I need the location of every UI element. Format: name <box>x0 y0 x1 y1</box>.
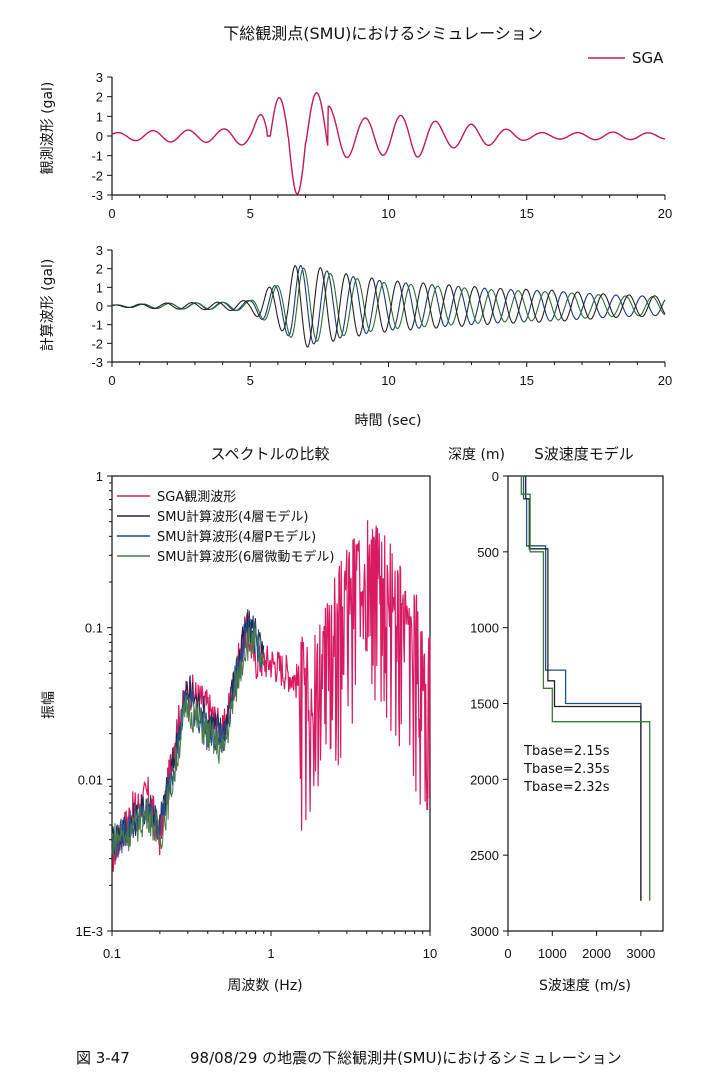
x-axis-label: 時間 (sec) <box>355 413 422 429</box>
y-tick-label: 2 <box>96 90 103 105</box>
y-tick-label: -3 <box>91 355 103 370</box>
y-tick-label: -1 <box>91 318 103 333</box>
velocity-profile-1 <box>522 476 642 901</box>
y-axis-label: 計算波形 (gal) <box>40 259 56 352</box>
y-tick-label: 2000 <box>470 772 499 787</box>
series-line-sga <box>111 91 666 195</box>
legend-label: SMU計算波形(4層モデル) <box>157 509 308 525</box>
chart-title: S波速度モデル <box>534 445 634 463</box>
chart-title: スペクトルの比較 <box>211 445 330 463</box>
x-tick-label: 15 <box>520 206 534 221</box>
y-tick-label: 1 <box>96 109 103 124</box>
x-tick-label: 2000 <box>582 946 611 961</box>
figure-number: 図 3-47 <box>76 1049 130 1067</box>
spectrum-series-4 <box>111 624 265 857</box>
y-tick-label: -2 <box>91 336 103 351</box>
x-tick-label: 0 <box>108 373 115 388</box>
x-tick-label: 0.1 <box>103 946 121 961</box>
y-tick-label: -1 <box>91 149 103 164</box>
y-tick-label: 1500 <box>470 697 499 712</box>
tbase-annotation: Tbase=2.32s <box>523 780 610 795</box>
x-tick-label: 5 <box>247 373 254 388</box>
y-tick-label: 1 <box>96 280 103 295</box>
y-tick-label: 0 <box>96 299 103 314</box>
y-tick-label: 1E-3 <box>76 924 103 939</box>
y-tick-label: 500 <box>477 545 499 560</box>
x-tick-label: 20 <box>658 206 672 221</box>
x-tick-label: 1000 <box>538 946 567 961</box>
x-axis-label: 周波数 (Hz) <box>227 978 302 994</box>
y-tick-label: 0.01 <box>78 772 103 787</box>
legend-label: SGA観測波形 <box>157 490 236 505</box>
y-axis-label: 観測波形 (gal) <box>39 82 56 175</box>
observed-waveform-chart: 下総観測点(SMU)におけるシミュレーション SGA 観測波形 (gal) 3 2… <box>39 24 672 221</box>
series-line-calc-3 <box>111 265 666 348</box>
y-tick-label: 1000 <box>470 621 499 636</box>
y-tick-label: 2500 <box>470 848 499 863</box>
chart-title: 下総観測点(SMU)におけるシミュレーション <box>223 24 543 43</box>
spectrum-legend: SGA観測波形 SMU計算波形(4層モデル) SMU計算波形(4層Pモデル) S… <box>117 490 334 565</box>
y-tick-label: 0 <box>96 129 103 144</box>
y-tick-label: -3 <box>91 188 103 203</box>
series-line-calc-1 <box>111 264 666 345</box>
velocity-profile-2 <box>525 476 642 901</box>
legend-label-sga: SGA <box>632 49 664 67</box>
y-tick-label: 3 <box>96 70 103 85</box>
y-tick-label: 3 <box>96 243 103 258</box>
tbase-annotation: Tbase=2.35s <box>523 762 610 777</box>
legend-label: SMU計算波形(6層微動モデル) <box>157 549 334 565</box>
y-axis-label: 振幅 <box>41 691 57 719</box>
y-tick-label: 0 <box>492 469 499 484</box>
y-tick-label: 3000 <box>470 924 499 939</box>
x-tick-label: 10 <box>381 206 395 221</box>
x-tick-label: 10 <box>423 946 437 961</box>
x-axis-label: S波速度 (m/s) <box>539 978 631 994</box>
velocity-profile-3 <box>520 476 651 901</box>
x-tick-label: 15 <box>520 373 534 388</box>
figure-caption: 98/08/29 の地震の下総観測井(SMU)におけるシミュレーション <box>190 1049 622 1067</box>
x-tick-label: 20 <box>658 373 672 388</box>
y-tick-label: 0.1 <box>85 621 103 636</box>
y-tick-label: 1 <box>96 469 103 484</box>
velocity-model-chart: 深度 (m) S波速度モデル S波速度 (m/s) 0 500 1000 1500 20… <box>448 445 664 994</box>
tbase-annotation: Tbase=2.15s <box>523 744 610 759</box>
x-tick-label: 1 <box>267 946 274 961</box>
spectrum-series-3 <box>111 616 265 861</box>
x-tick-label: 5 <box>247 206 254 221</box>
series-line-calc-2 <box>111 267 666 342</box>
y-tick-label: 2 <box>96 262 103 277</box>
y-axis-label: 深度 (m) <box>448 447 505 463</box>
x-tick-label: 0 <box>108 206 115 221</box>
x-tick-label: 10 <box>381 373 395 388</box>
x-tick-label: 3000 <box>626 946 655 961</box>
legend-label: SMU計算波形(4層Pモデル) <box>157 529 316 545</box>
x-tick-label: 0 <box>504 946 511 961</box>
y-tick-label: -2 <box>91 168 103 183</box>
